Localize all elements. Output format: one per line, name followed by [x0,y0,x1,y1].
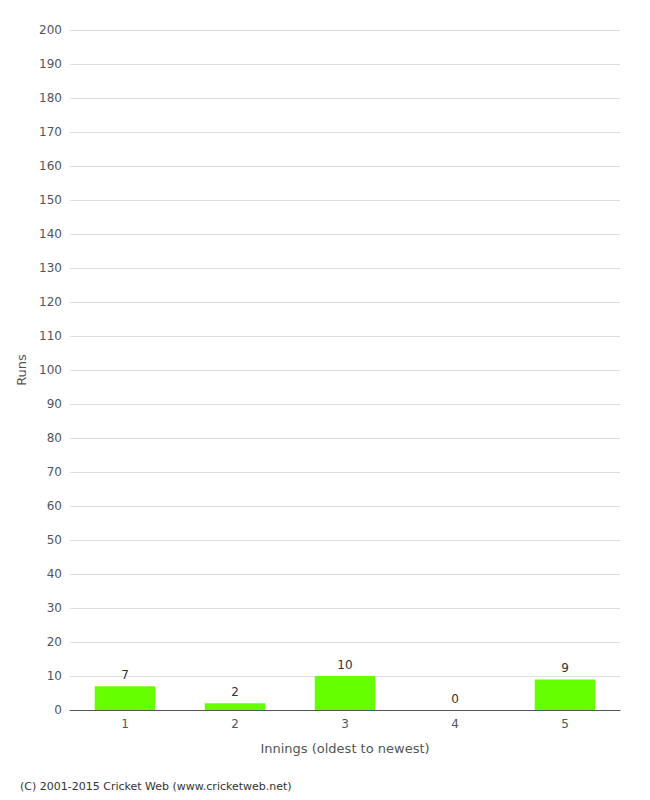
svg-text:2: 2 [231,685,239,699]
svg-text:Runs: Runs [14,354,29,386]
svg-text:9: 9 [561,661,569,675]
svg-text:1: 1 [121,717,129,731]
svg-text:5: 5 [561,717,569,731]
svg-text:70: 70 [47,465,62,479]
svg-text:80: 80 [47,431,62,445]
svg-text:40: 40 [47,567,62,581]
svg-text:10: 10 [337,658,352,672]
svg-text:190: 190 [39,57,62,71]
svg-text:50: 50 [47,533,62,547]
svg-text:10: 10 [47,669,62,683]
svg-text:130: 130 [39,261,62,275]
svg-text:4: 4 [451,717,459,731]
svg-text:60: 60 [47,499,62,513]
svg-text:200: 200 [39,23,62,37]
svg-text:0: 0 [451,692,459,706]
svg-text:30: 30 [47,601,62,615]
svg-text:3: 3 [341,717,349,731]
svg-text:90: 90 [47,397,62,411]
svg-text:160: 160 [39,159,62,173]
svg-text:7: 7 [121,668,129,682]
svg-text:180: 180 [39,91,62,105]
svg-text:140: 140 [39,227,62,241]
svg-text:170: 170 [39,125,62,139]
svg-text:150: 150 [39,193,62,207]
svg-text:Innings (oldest to newest): Innings (oldest to newest) [260,741,429,756]
svg-text:0: 0 [54,703,62,717]
svg-text:120: 120 [39,295,62,309]
svg-text:110: 110 [39,329,62,343]
svg-text:20: 20 [47,635,62,649]
svg-text:(C) 2001-2015 Cricket Web (www: (C) 2001-2015 Cricket Web (www.cricketwe… [20,780,292,793]
svg-text:100: 100 [39,363,62,377]
svg-text:2: 2 [231,717,239,731]
